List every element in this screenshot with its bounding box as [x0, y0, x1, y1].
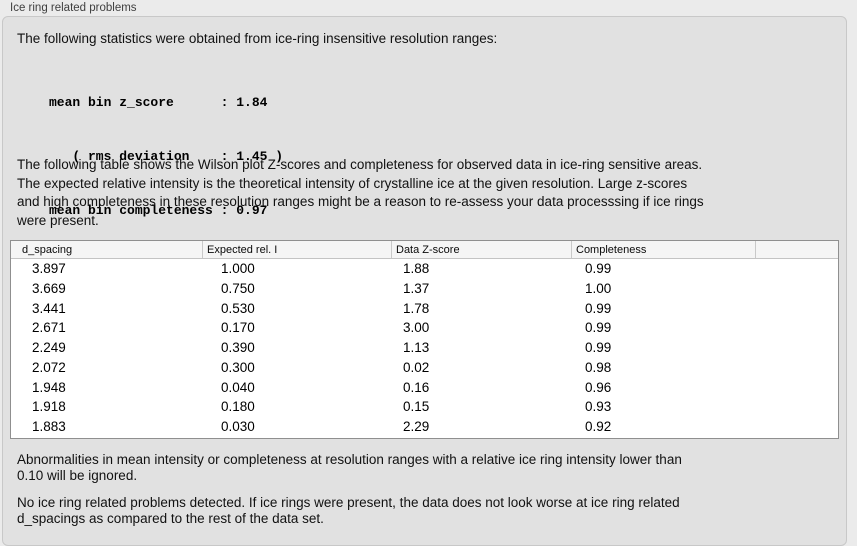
table-cell: 0.92 — [585, 419, 612, 435]
table-cell-empty — [756, 417, 838, 437]
column-header-d-spacing[interactable]: d_spacing — [11, 241, 203, 258]
table-cell: 2.249 — [32, 340, 66, 356]
table-cell-empty — [756, 279, 838, 299]
table-cell: 1.37 — [403, 280, 430, 296]
table-cell: 0.02 — [403, 359, 430, 375]
table-cell: 0.040 — [221, 379, 255, 395]
table-cell: 0.750 — [221, 280, 255, 296]
table-row[interactable]: 2.671 0.170 3.00 0.99 — [11, 318, 838, 338]
table-cell: 1.00 — [585, 280, 612, 296]
table-cell: 3.897 — [32, 261, 66, 276]
table-cell: 1.78 — [403, 300, 430, 316]
groupbox-title: Ice ring related problems — [10, 2, 137, 14]
table-row[interactable]: 1.948 0.040 0.16 0.96 — [11, 378, 838, 398]
table-body: 3.897 1.000 1.88 0.99 3.669 0.750 1.37 1.00 3.44… — [11, 259, 838, 437]
table-cell: 0.15 — [403, 399, 430, 415]
column-header-data-z-score[interactable]: Data Z-score — [392, 241, 572, 258]
stat-line-zscore: mean bin z_score : 1.84 — [49, 95, 268, 110]
table-cell-empty — [756, 378, 838, 398]
table-cell: 0.170 — [221, 320, 255, 336]
table-cell: 0.16 — [403, 379, 430, 395]
table-cell: 2.072 — [32, 359, 66, 375]
table-row[interactable]: 1.918 0.180 0.15 0.93 — [11, 397, 838, 417]
column-header-expected-rel-i[interactable]: Expected rel. I — [203, 241, 392, 258]
table-row[interactable]: 1.883 0.030 2.29 0.92 — [11, 417, 838, 437]
table-cell: 1.948 — [32, 379, 66, 395]
table-cell-empty — [756, 397, 838, 417]
ice-ring-table[interactable]: d_spacing Expected rel. I Data Z-score C… — [10, 240, 839, 439]
table-row[interactable]: 2.249 0.390 1.13 0.99 — [11, 338, 838, 358]
table-row[interactable]: 3.441 0.530 1.78 0.99 — [11, 299, 838, 319]
table-row[interactable]: 3.669 0.750 1.37 1.00 — [11, 279, 838, 299]
table-cell: 2.671 — [32, 320, 66, 336]
table-cell: 1.918 — [32, 399, 66, 415]
stats-intro-text: The following statistics were obtained f… — [17, 31, 498, 46]
table-header-row: d_spacing Expected rel. I Data Z-score C… — [11, 241, 838, 259]
table-row[interactable]: 2.072 0.300 0.02 0.98 — [11, 358, 838, 378]
column-header-empty — [756, 241, 838, 258]
stat-line-completeness: mean bin completeness : 0.97 — [49, 203, 268, 218]
table-cell: 0.99 — [585, 340, 612, 356]
table-cell-empty — [756, 358, 838, 378]
table-cell: 2.29 — [403, 419, 430, 435]
ice-ring-groupbox: The following statistics were obtained f… — [2, 16, 847, 546]
table-cell: 1.883 — [32, 419, 66, 435]
table-cell: 0.96 — [585, 379, 612, 395]
table-cell: 0.390 — [221, 340, 255, 356]
table-cell: 0.99 — [585, 261, 612, 276]
table-cell-empty — [756, 299, 838, 319]
conclusion-text: No ice ring related problems detected. I… — [17, 495, 680, 526]
table-cell: 3.669 — [32, 280, 66, 296]
table-cell: 0.98 — [585, 359, 612, 375]
table-cell-empty — [756, 259, 838, 279]
table-cell: 1.000 — [221, 261, 255, 276]
table-cell: 3.441 — [32, 300, 66, 316]
table-cell: 0.93 — [585, 399, 612, 415]
table-cell: 3.00 — [403, 320, 430, 336]
table-cell-empty — [756, 318, 838, 338]
ignore-note-text: Abnormalities in mean intensity or compl… — [17, 452, 682, 483]
table-cell: 0.530 — [221, 300, 255, 316]
table-row[interactable]: 3.897 1.000 1.88 0.99 — [11, 259, 838, 279]
table-cell: 0.030 — [221, 419, 255, 435]
table-cell: 1.13 — [403, 340, 430, 356]
table-cell-empty — [756, 338, 838, 358]
table-cell: 1.88 — [403, 261, 430, 276]
table-cell: 0.300 — [221, 359, 255, 375]
table-cell: 0.99 — [585, 320, 612, 336]
column-header-completeness[interactable]: Completeness — [572, 241, 756, 258]
table-description-text: The following table shows the Wilson plo… — [17, 157, 704, 228]
stat-line-zscore-rms: ( rms deviation : 1.45 ) — [49, 149, 284, 164]
table-cell: 0.99 — [585, 300, 612, 316]
table-cell: 0.180 — [221, 399, 255, 415]
